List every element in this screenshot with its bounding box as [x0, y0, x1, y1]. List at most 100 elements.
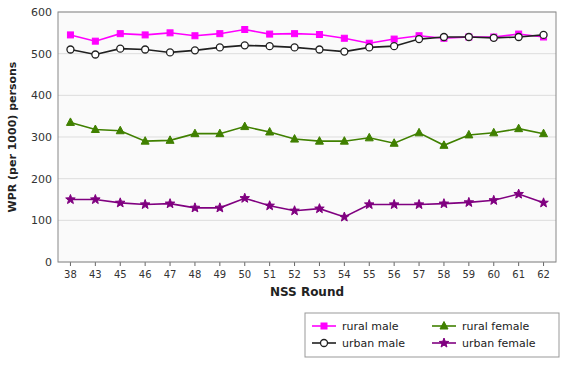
- x-tick-label: 38: [64, 269, 77, 280]
- x-tick-label: 55: [363, 269, 376, 280]
- plot-frame: [58, 12, 556, 262]
- x-tick-label: 49: [213, 269, 226, 280]
- y-tick-label: 600: [31, 6, 52, 19]
- x-axis-label: NSS Round: [270, 285, 344, 299]
- y-axis-label: WPR (per 1000) persons: [6, 61, 19, 212]
- y-tick-label: 300: [31, 131, 52, 144]
- point: [92, 38, 98, 44]
- x-tick-label: 45: [114, 269, 127, 280]
- point: [440, 34, 447, 41]
- point: [340, 212, 350, 221]
- point: [117, 45, 124, 52]
- point: [341, 35, 347, 41]
- point: [466, 34, 472, 40]
- series-line: [70, 122, 543, 145]
- point: [91, 125, 99, 133]
- series-line: [70, 30, 543, 44]
- point: [291, 44, 298, 51]
- point: [416, 36, 423, 43]
- point: [167, 30, 173, 36]
- x-tick: [468, 262, 469, 266]
- x-tick-label: 53: [313, 269, 326, 280]
- point: [365, 133, 373, 141]
- chart: 0100200300400500600384345464748495051525…: [0, 0, 571, 365]
- point: [167, 49, 174, 56]
- point: [465, 130, 473, 138]
- point: [241, 122, 249, 129]
- y-tick-label: 100: [31, 214, 52, 227]
- legend: rural malerural femaleurban maleurban fe…: [305, 313, 559, 357]
- grid-line: [58, 95, 556, 96]
- point: [216, 44, 223, 51]
- x-tick: [369, 262, 370, 266]
- point: [490, 34, 497, 41]
- point: [166, 136, 174, 144]
- point: [315, 137, 323, 145]
- x-tick: [145, 262, 146, 266]
- series-line: [70, 194, 543, 217]
- point: [67, 46, 74, 53]
- point: [241, 42, 248, 49]
- point: [115, 198, 125, 207]
- point: [439, 199, 449, 208]
- point: [191, 47, 198, 54]
- point: [290, 206, 300, 215]
- x-tick-label: 50: [238, 269, 251, 280]
- x-tick-label: 48: [189, 269, 202, 280]
- point: [142, 32, 148, 38]
- legend-label: rural male: [342, 320, 399, 333]
- x-tick: [319, 262, 320, 266]
- point: [341, 48, 348, 55]
- x-tick: [518, 262, 519, 266]
- x-tick-label: 56: [388, 269, 401, 280]
- plot-area: [58, 12, 556, 262]
- point: [315, 204, 325, 213]
- legend-box: [305, 313, 559, 357]
- point: [216, 129, 224, 137]
- x-tick-label: 61: [512, 269, 525, 280]
- grid-line: [58, 53, 556, 54]
- legend-marker: [439, 338, 449, 347]
- legend-marker: [321, 340, 328, 347]
- x-tick-label: 62: [537, 269, 550, 280]
- point: [265, 201, 275, 210]
- point: [316, 46, 323, 53]
- x-tick: [419, 262, 420, 266]
- x-tick-label: 52: [288, 269, 301, 280]
- point: [464, 197, 474, 206]
- point: [116, 126, 124, 134]
- x-tick-label: 58: [438, 269, 451, 280]
- y-tick-label: 500: [31, 48, 52, 61]
- point: [292, 31, 298, 37]
- grid-line: [58, 178, 556, 179]
- point: [240, 193, 250, 202]
- point: [364, 200, 374, 209]
- point: [515, 124, 523, 132]
- point: [515, 34, 522, 41]
- legend-label: urban male: [342, 337, 405, 350]
- point: [389, 200, 399, 209]
- point: [267, 31, 273, 37]
- x-tick-label: 43: [89, 269, 102, 280]
- point: [266, 43, 273, 50]
- point: [366, 44, 373, 51]
- point: [141, 137, 149, 145]
- point: [291, 135, 299, 143]
- x-tick-label: 54: [338, 269, 351, 280]
- point: [340, 137, 348, 145]
- grid-line: [58, 220, 556, 221]
- legend-marker: [321, 323, 327, 329]
- point: [215, 203, 225, 212]
- x-tick: [443, 262, 444, 266]
- x-tick: [294, 262, 295, 266]
- x-tick-label: 46: [139, 269, 152, 280]
- point: [191, 129, 199, 137]
- x-tick-label: 47: [164, 269, 177, 280]
- x-tick: [394, 262, 395, 266]
- point: [316, 32, 322, 38]
- point: [540, 129, 548, 137]
- point: [266, 128, 274, 136]
- point: [66, 195, 76, 204]
- x-tick: [194, 262, 195, 266]
- x-tick: [244, 262, 245, 266]
